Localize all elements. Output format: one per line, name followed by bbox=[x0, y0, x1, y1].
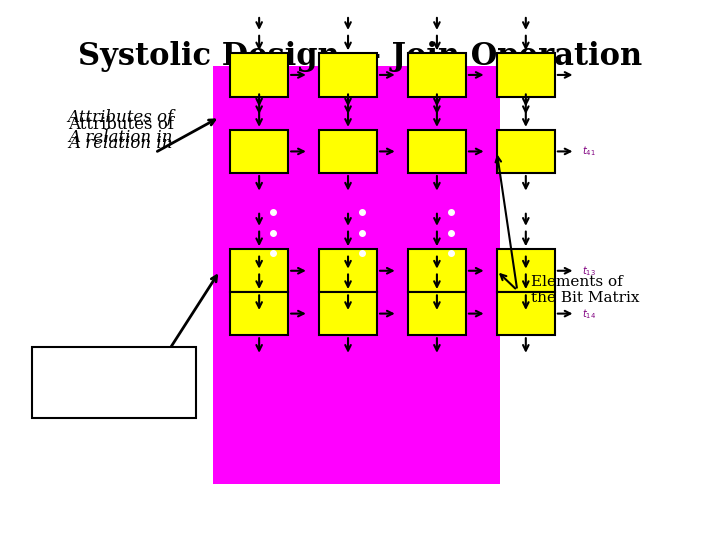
FancyBboxPatch shape bbox=[319, 53, 377, 97]
FancyBboxPatch shape bbox=[32, 347, 196, 418]
FancyBboxPatch shape bbox=[319, 130, 377, 173]
Text: Elements of
the Bit Matrix: Elements of the Bit Matrix bbox=[531, 275, 639, 306]
Text: $t_{13}$: $t_{13}$ bbox=[582, 264, 596, 278]
FancyBboxPatch shape bbox=[408, 53, 466, 97]
FancyBboxPatch shape bbox=[230, 249, 288, 293]
FancyBboxPatch shape bbox=[230, 53, 288, 97]
FancyBboxPatch shape bbox=[213, 66, 500, 484]
FancyBboxPatch shape bbox=[230, 130, 288, 173]
Text: Attributes of: Attributes of bbox=[68, 116, 174, 133]
FancyBboxPatch shape bbox=[408, 292, 466, 335]
FancyBboxPatch shape bbox=[319, 292, 377, 335]
FancyBboxPatch shape bbox=[497, 292, 555, 335]
FancyBboxPatch shape bbox=[408, 249, 466, 293]
FancyBboxPatch shape bbox=[497, 130, 555, 173]
FancyBboxPatch shape bbox=[497, 53, 555, 97]
Text: Attributes of
A relation in: Attributes of A relation in bbox=[68, 109, 174, 145]
Text: Attributes of: Attributes of bbox=[61, 363, 167, 381]
Text: $t_{14}$: $t_{14}$ bbox=[582, 307, 596, 321]
Text: B relation in: B relation in bbox=[61, 381, 166, 399]
Text: A relation in: A relation in bbox=[68, 135, 173, 152]
FancyBboxPatch shape bbox=[408, 130, 466, 173]
FancyBboxPatch shape bbox=[497, 249, 555, 293]
FancyBboxPatch shape bbox=[230, 292, 288, 335]
Text: Systolic Design — Join Operation: Systolic Design — Join Operation bbox=[78, 40, 642, 71]
FancyBboxPatch shape bbox=[319, 249, 377, 293]
Text: $t_{41}$: $t_{41}$ bbox=[582, 145, 596, 158]
